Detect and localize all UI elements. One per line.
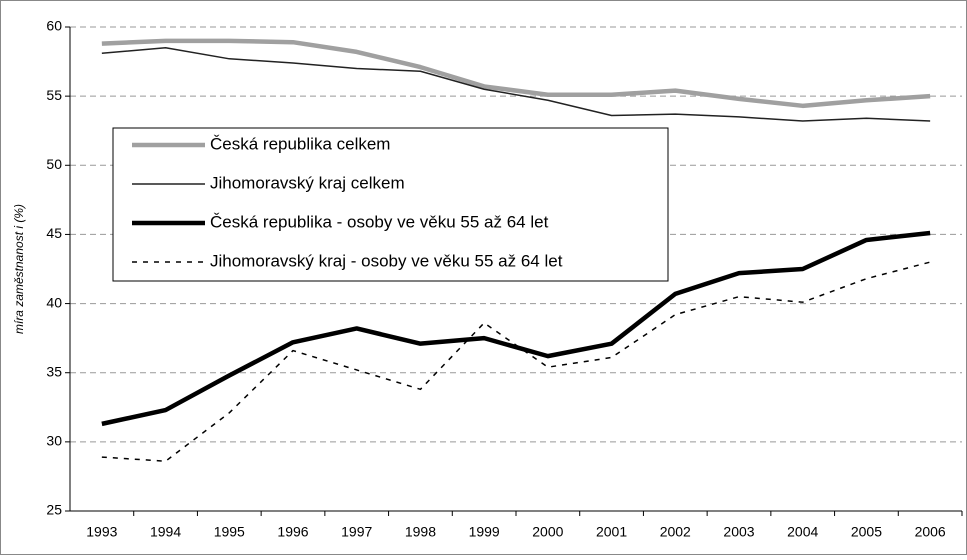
x-tick-label: 2003: [723, 524, 754, 540]
x-tick-label: 1996: [277, 524, 308, 540]
y-tick-label: 35: [46, 363, 62, 379]
series-line: [101, 261, 931, 462]
y-tick-label: 60: [46, 18, 62, 34]
legend-label: Jihomoravský kraj celkem: [210, 173, 405, 192]
x-tick-label: 2001: [596, 524, 627, 540]
x-tick-label: 1999: [469, 524, 500, 540]
x-tick-label: 2005: [851, 524, 882, 540]
y-tick-label: 30: [46, 433, 62, 449]
series-line: [101, 230, 931, 427]
x-tick-label: 2000: [532, 524, 563, 540]
x-tick-label: 1993: [86, 524, 117, 540]
legend: [112, 127, 669, 282]
y-tick-label: 50: [46, 156, 62, 172]
y-tick-label: 55: [46, 87, 62, 103]
y-tick-label: 40: [46, 294, 62, 310]
x-tick-label: 1994: [150, 524, 181, 540]
x-tick-label: 1995: [214, 524, 245, 540]
legend-label: Jihomoravský kraj - osoby ve věku 55 až …: [210, 251, 563, 270]
series-line: [101, 38, 931, 109]
series-line: [101, 46, 931, 122]
legend-label: Česká republika celkem: [210, 134, 390, 153]
x-tick-label: 1998: [405, 524, 436, 540]
x-tick-label: 2002: [660, 524, 691, 540]
y-axis-label: míra zaměstnanost i (%): [12, 204, 26, 334]
x-tick-label: 2006: [915, 524, 946, 540]
x-tick-label: 2004: [787, 524, 818, 540]
legend-label: Česká republika - osoby ve věku 55 až 64…: [210, 212, 549, 231]
y-tick-label: 45: [46, 225, 62, 241]
x-tick-label: 1997: [341, 524, 372, 540]
y-tick-label: 25: [46, 502, 62, 518]
